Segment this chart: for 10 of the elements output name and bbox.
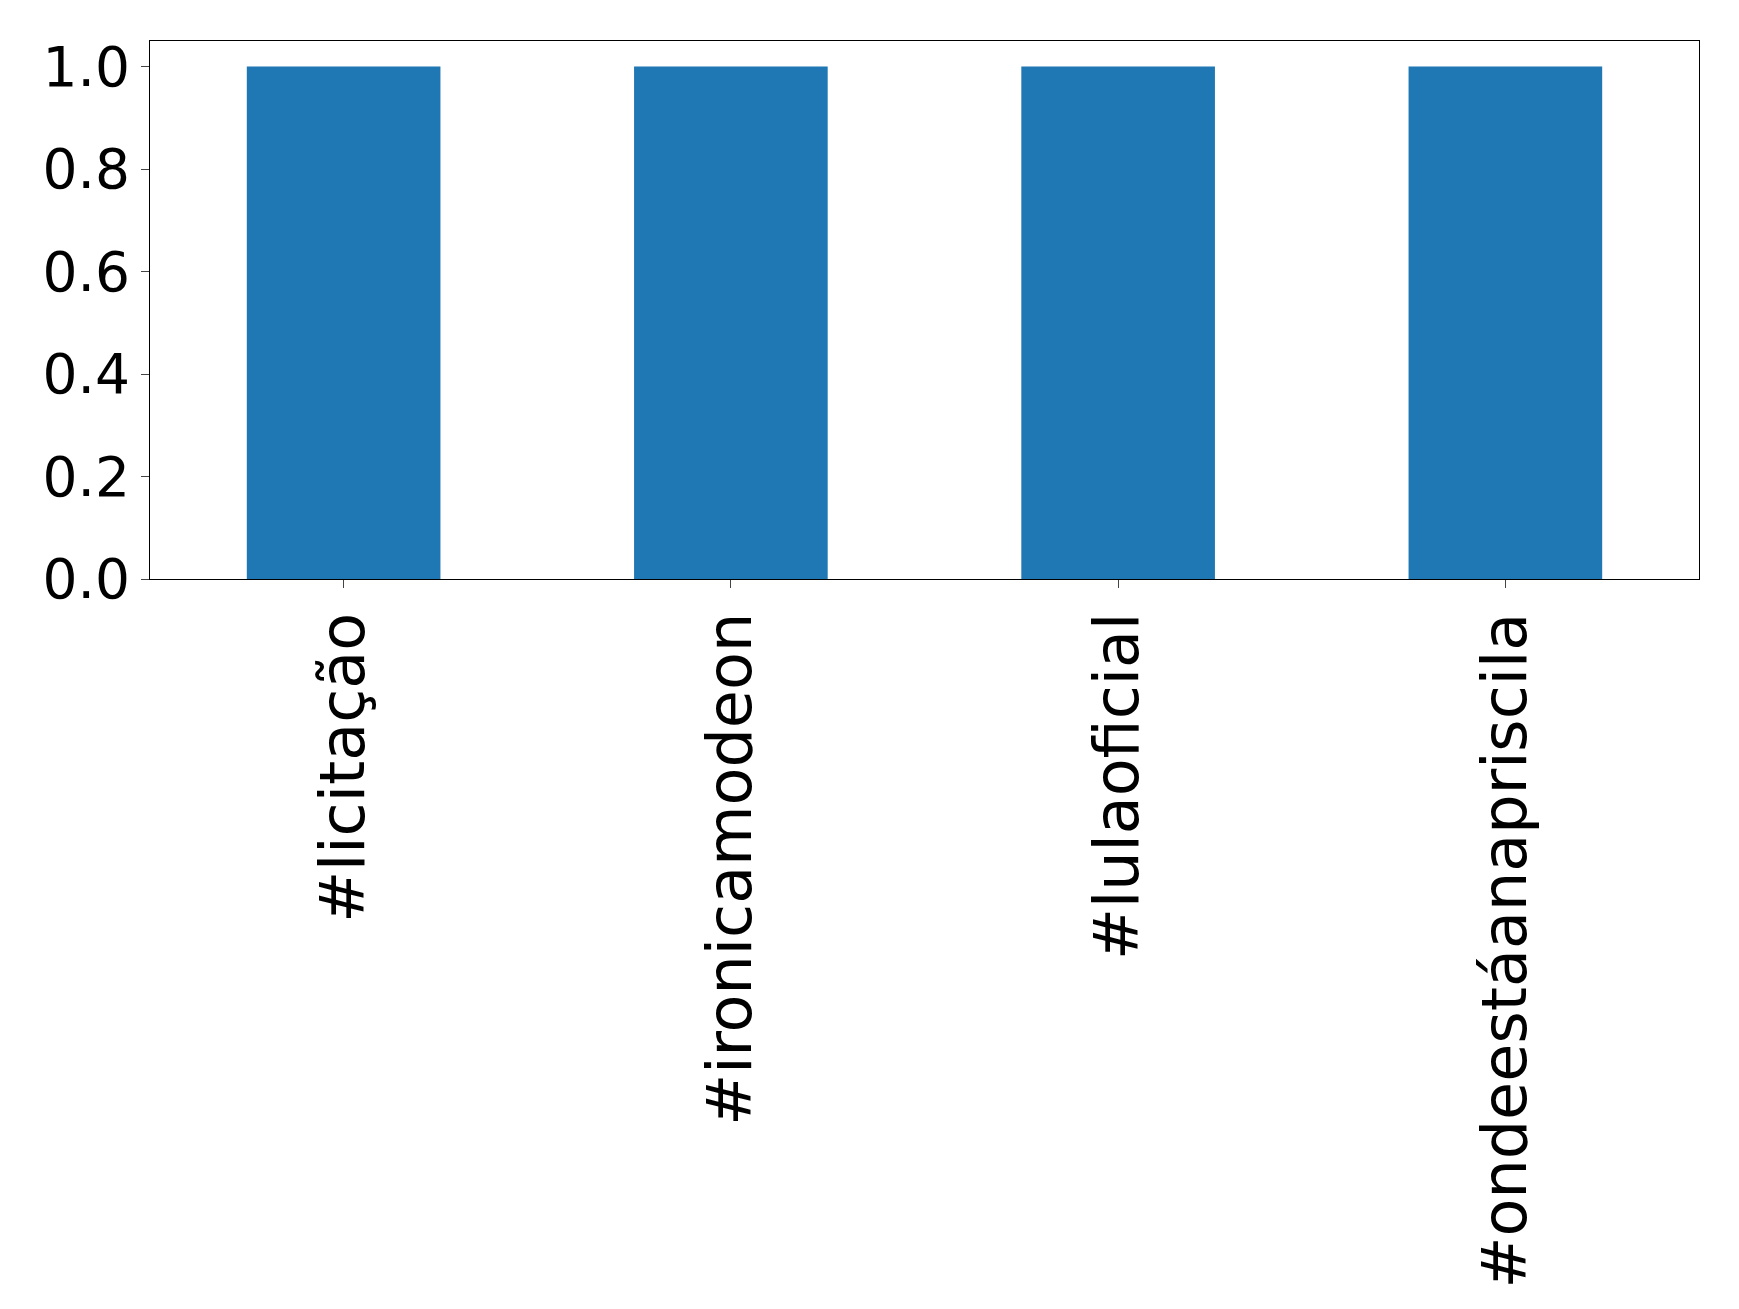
x-tick-label: #lulaoficial xyxy=(1080,612,1154,961)
x-tick-label: #ondeestáanapriscila xyxy=(1467,612,1541,1289)
y-tick-label: 0.8 xyxy=(42,137,130,202)
x-tick-label: #licitação xyxy=(305,612,379,923)
y-tick-label: 0.0 xyxy=(42,547,130,612)
y-tick-label: 0.2 xyxy=(42,444,130,509)
y-tick-label: 0.4 xyxy=(42,342,130,407)
y-tick-label: 1.0 xyxy=(42,34,130,99)
y-tick-label: 0.6 xyxy=(42,239,130,304)
x-tick-label: #ironicamodeon xyxy=(693,612,767,1126)
